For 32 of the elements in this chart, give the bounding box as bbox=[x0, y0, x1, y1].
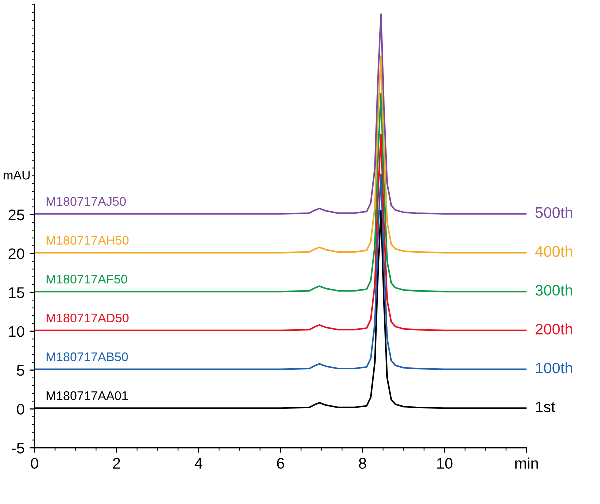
series-label: 100th bbox=[536, 362, 572, 374]
line-series bbox=[34, 174, 527, 370]
y-tick-label: 15 bbox=[9, 288, 24, 298]
series-label: 1st bbox=[536, 402, 556, 413]
annotation: M180717AB50 bbox=[46, 352, 128, 362]
y-tick-label: 5 bbox=[17, 365, 24, 376]
y-tick-label: 10 bbox=[9, 326, 24, 338]
x-tick-label: 8 bbox=[359, 458, 366, 469]
series-label: 400th bbox=[535, 246, 572, 258]
x-tick-label: min bbox=[516, 458, 538, 469]
x-tick-label: 0 bbox=[31, 458, 38, 469]
x-tick-label: 10 bbox=[437, 458, 453, 469]
line-series bbox=[34, 134, 527, 332]
x-tick-label: 6 bbox=[277, 458, 284, 469]
annotation: M180717AD50 bbox=[46, 314, 129, 323]
series-label: 300th bbox=[536, 284, 572, 296]
y-tick-label: 25 bbox=[8, 210, 24, 221]
line-series bbox=[34, 92, 527, 293]
x-tick-label: 4 bbox=[194, 458, 203, 469]
x-tick-label: 2 bbox=[113, 458, 120, 469]
annotation: M180717AJ50 bbox=[46, 197, 126, 206]
annotation: M180717AA01 bbox=[46, 392, 128, 400]
y-tick-label: 0 bbox=[17, 404, 24, 415]
line-series bbox=[34, 56, 527, 254]
annotation: M180717AH50 bbox=[46, 236, 129, 245]
y-tick-label: 20 bbox=[8, 248, 24, 260]
y-tick-label: -5 bbox=[12, 443, 24, 454]
annotation: M180717AF50 bbox=[46, 274, 128, 284]
line-series bbox=[34, 14, 527, 215]
y-axis-title: mAU bbox=[4, 171, 30, 180]
series-label: 500th bbox=[536, 206, 572, 218]
series-label: 200th bbox=[536, 324, 572, 335]
